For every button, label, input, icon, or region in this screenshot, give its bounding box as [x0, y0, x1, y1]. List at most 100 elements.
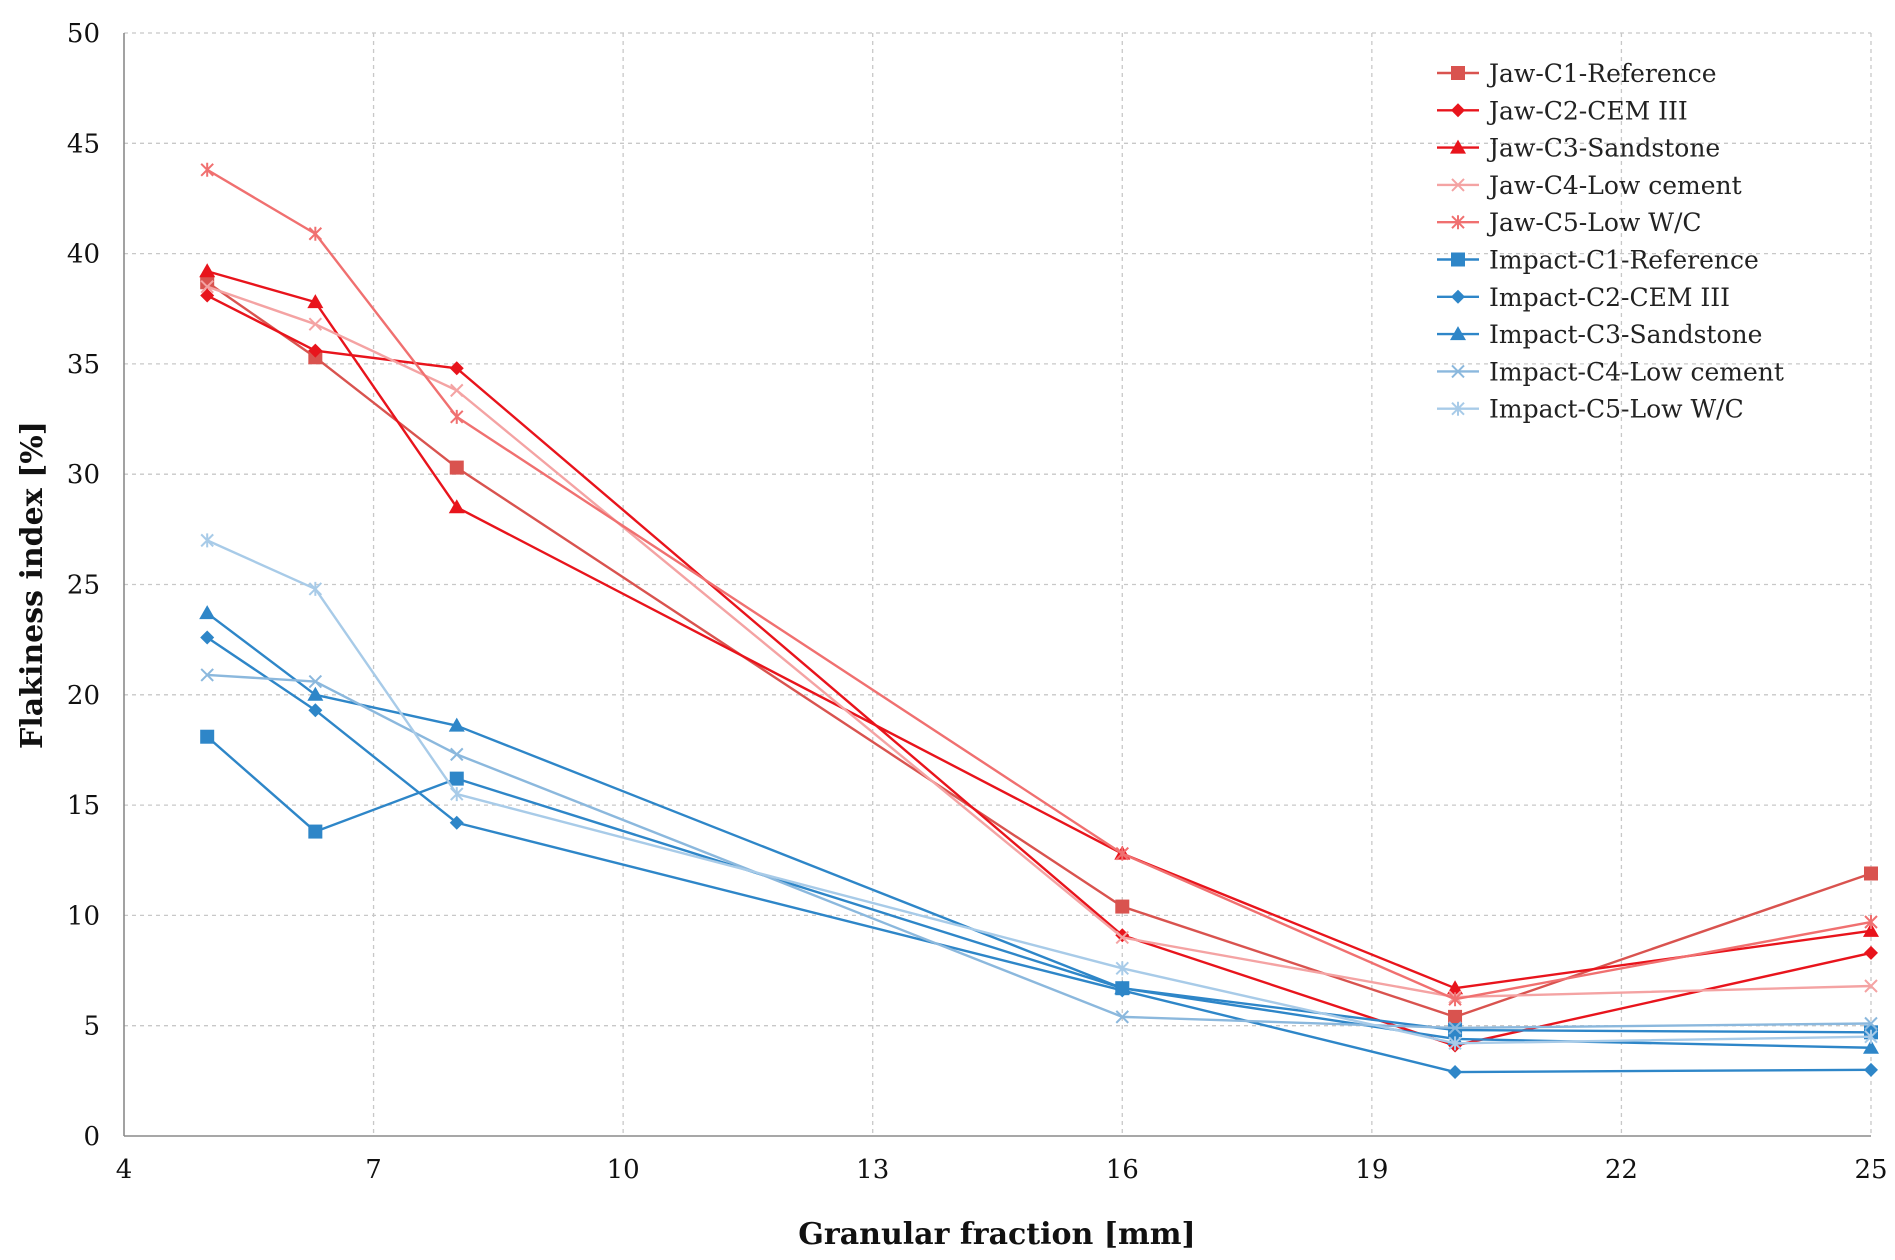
data-point: [1864, 945, 1878, 960]
legend-label: Jaw-C5-Low W/C: [1486, 208, 1702, 237]
data-point: [200, 162, 214, 177]
y-tick-label: 35: [67, 350, 100, 380]
data-point: [1448, 1009, 1463, 1024]
x-tick-label: 22: [1605, 1155, 1638, 1185]
y-tick-label: 50: [67, 19, 100, 49]
axes: [123, 33, 1871, 1137]
data-point: [199, 605, 216, 620]
y-tick-label: 25: [67, 571, 100, 601]
series-lines: [199, 162, 1879, 1080]
data-point: [1115, 961, 1129, 976]
data-point: [308, 824, 323, 839]
data-point: [449, 361, 464, 376]
data-point: [308, 674, 323, 689]
legend-entry: Jaw-C5-Low W/C: [1437, 208, 1702, 237]
series-jaw-c3-sandstone: [199, 263, 1879, 995]
data-point: [1115, 1010, 1129, 1024]
y-tick-label: 40: [67, 240, 100, 270]
data-point: [200, 729, 215, 744]
data-point: [1863, 922, 1879, 937]
data-point: [1448, 1065, 1463, 1080]
data-point: [1864, 979, 1878, 993]
data-point: [449, 771, 464, 786]
data-point: [200, 533, 214, 548]
legend-entry: Jaw-C2-CEM III: [1437, 96, 1688, 125]
legend-label: Impact-C2-CEM III: [1489, 283, 1730, 312]
legend-entry: Jaw-C4-Low cement: [1437, 171, 1742, 200]
data-point: [1864, 1062, 1878, 1077]
data-point: [307, 294, 324, 309]
legend-swatch-marker: [1451, 215, 1465, 230]
series-line: [206, 168, 1872, 1001]
y-tick-label: 15: [67, 791, 100, 821]
data-point: [450, 383, 464, 398]
data-point: [307, 686, 324, 701]
series-line: [206, 270, 1872, 990]
legend-label: Jaw-C3-Sandstone: [1486, 134, 1720, 163]
tick-labels: 0 5 10 15 20 25 30 35 40 45 50 4 7 10 13 16 19 22 25: [67, 19, 1888, 1185]
data-point: [1448, 1021, 1462, 1035]
legend: Jaw-C1-Reference Jaw-C2-CEM III Jaw-C3-San…: [1437, 59, 1784, 424]
x-axis-title: Granular fraction [mm]: [798, 1217, 1195, 1252]
data-point: [450, 409, 464, 424]
data-point: [200, 668, 214, 682]
data-point: [1447, 980, 1464, 995]
data-point: [1448, 992, 1462, 1007]
legend-entry: Jaw-C3-Sandstone: [1437, 134, 1720, 163]
data-point: [1864, 1016, 1878, 1031]
legend-label: Jaw-C2-CEM III: [1486, 96, 1688, 125]
legend-label: Jaw-C1-Reference: [1486, 59, 1717, 88]
data-point: [448, 499, 465, 514]
legend-swatch-marker: [1451, 289, 1465, 304]
legend-entry: Impact-C4-Low cement: [1437, 357, 1784, 386]
series-line: [206, 281, 1872, 1019]
x-tick-label: 25: [1854, 1155, 1887, 1185]
y-tick-label: 45: [67, 129, 100, 159]
data-point: [1863, 1039, 1879, 1054]
series-jaw-c5-low-w-c: [200, 162, 1878, 1007]
data-point: [308, 581, 323, 596]
data-point: [449, 815, 464, 830]
series-impact-c1-reference: [200, 729, 1878, 1040]
x-tick-label: 4: [116, 1155, 133, 1185]
x-tick-label: 7: [365, 1155, 382, 1185]
data-point: [1115, 846, 1129, 861]
series-line: [206, 636, 1872, 1074]
series-line: [207, 673, 1872, 1030]
legend-entry: Jaw-C1-Reference: [1437, 59, 1717, 88]
legend-label: Impact-C1-Reference: [1489, 246, 1759, 275]
data-point: [200, 279, 214, 294]
data-point: [1864, 915, 1878, 930]
data-point: [308, 703, 323, 718]
data-point: [1114, 980, 1131, 995]
legend-label: Jaw-C4-Low cement: [1486, 171, 1742, 200]
legend-swatch-marker: [1451, 401, 1465, 416]
data-point: [199, 263, 216, 278]
y-tick-label: 0: [83, 1122, 100, 1152]
legend-swatch-marker: [1451, 364, 1465, 379]
legend-entry: Impact-C5-Low W/C: [1437, 395, 1744, 424]
legend-label: Impact-C4-Low cement: [1489, 357, 1784, 386]
data-point: [448, 717, 465, 732]
data-point: [308, 226, 323, 241]
data-point: [308, 343, 323, 358]
legend-swatch-marker: [1451, 66, 1465, 80]
legend-swatch-marker: [1451, 252, 1465, 267]
data-point: [200, 275, 215, 290]
y-tick-label: 10: [67, 901, 100, 931]
y-axis-title: Flakiness index [%]: [15, 421, 50, 749]
legend-label: Impact-C3-Sandstone: [1489, 320, 1762, 349]
legend-swatch-marker: [1450, 326, 1466, 341]
series-line: [206, 612, 1872, 1049]
data-point: [1448, 1036, 1462, 1051]
legend-label: Impact-C5-Low W/C: [1489, 395, 1744, 424]
series-impact-c4-low-cement: [200, 668, 1878, 1035]
x-tick-label: 10: [607, 1155, 640, 1185]
series-line: [206, 539, 1872, 1045]
series-impact-c2-cem-iii: [200, 630, 1878, 1080]
y-tick-label: 20: [67, 681, 100, 711]
x-tick-label: 16: [1106, 1155, 1139, 1185]
data-point: [200, 630, 215, 645]
series-impact-c3-sandstone: [199, 605, 1879, 1054]
